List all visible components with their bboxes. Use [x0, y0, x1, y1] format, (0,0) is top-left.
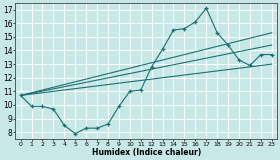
X-axis label: Humidex (Indice chaleur): Humidex (Indice chaleur) — [92, 148, 201, 157]
